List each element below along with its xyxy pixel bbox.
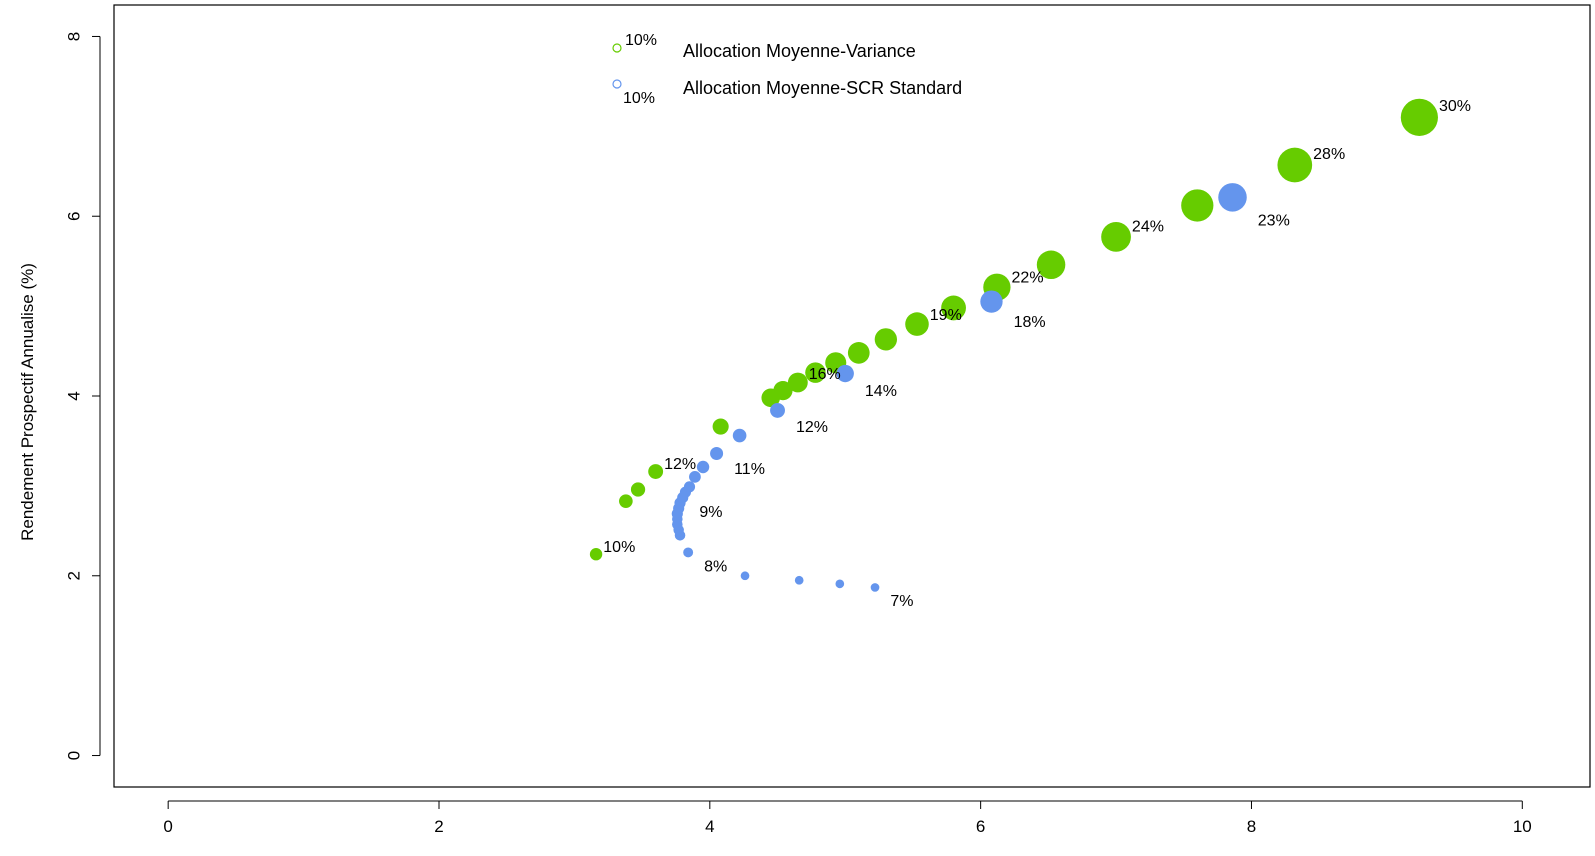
- scr-point-label: 12%: [796, 419, 828, 436]
- scr-point: [740, 571, 750, 581]
- variance-point: [787, 372, 808, 393]
- scr-point: [696, 460, 710, 474]
- scr-point: [689, 471, 701, 483]
- variance-point: [589, 547, 603, 561]
- legend: 10% Allocation Moyenne-Variance 10% Allo…: [612, 32, 962, 107]
- variance-point-label: 19%: [930, 307, 962, 324]
- variance-point: [847, 342, 870, 364]
- scr-point-label: 23%: [1258, 213, 1290, 230]
- legend-size-label-scr: 10%: [623, 90, 655, 107]
- plot-frame: [113, 4, 1591, 788]
- scr-point-label: 11%: [734, 461, 765, 478]
- scr-point: [980, 290, 1003, 313]
- variance-point-label: 10%: [603, 539, 635, 556]
- y-tick-label: 8: [65, 32, 84, 41]
- variance-point: [630, 482, 646, 497]
- scr-point-label: 14%: [865, 383, 897, 400]
- x-tick-label: 10: [1513, 817, 1532, 836]
- legend-size-label-variance: 10%: [625, 32, 657, 49]
- scr-point: [683, 547, 694, 558]
- scr-point: [836, 364, 854, 383]
- scr-point-label: 18%: [1014, 314, 1046, 331]
- variance-point: [1101, 222, 1131, 252]
- x-tick-label: 0: [163, 817, 172, 836]
- variance-point-label: 22%: [1012, 269, 1044, 286]
- x-tick-label: 2: [434, 817, 443, 836]
- legend-label-variance: Allocation Moyenne-Variance: [683, 41, 916, 61]
- y-tick-label: 6: [65, 211, 84, 220]
- y-axis-title: Rendement Prospectif Annualise (%): [18, 263, 37, 541]
- variance-point: [1181, 189, 1214, 222]
- variance-point: [805, 362, 826, 383]
- variance-point: [941, 295, 966, 321]
- scr-point: [870, 583, 880, 592]
- legend-symbol-variance: [612, 43, 622, 53]
- point-labels-layer: 10% 12% 16% 19% 22% 24% 28% 30% 7% 8% 9% 11% 12% 14% 1…: [603, 98, 1471, 610]
- variance-point: [1036, 250, 1066, 280]
- variance-point: [712, 418, 729, 435]
- legend-label-scr: Allocation Moyenne-SCR Standard: [683, 78, 962, 98]
- variance-point: [905, 312, 929, 336]
- variance-point: [1277, 147, 1313, 183]
- x-tick-label: 4: [705, 817, 714, 836]
- variance-point: [619, 494, 633, 508]
- variance-point: [648, 464, 664, 479]
- axes-layer: 0 2 4 6 8 10 0 2 4 6 8: [65, 32, 1532, 836]
- points-layer: [589, 98, 1438, 592]
- scr-point: [835, 579, 845, 589]
- scr-point: [683, 481, 696, 493]
- variance-point-label: 12%: [664, 456, 696, 473]
- scr-point-label: 7%: [890, 593, 913, 610]
- y-tick-label: 0: [65, 751, 84, 760]
- y-tick-label: 2: [65, 571, 84, 580]
- scr-point: [1218, 183, 1247, 212]
- variance-point-label: 24%: [1132, 219, 1164, 236]
- variance-point-label: 28%: [1313, 146, 1345, 163]
- x-tick-label: 8: [1247, 817, 1256, 836]
- scr-point: [770, 402, 785, 418]
- x-tick-label: 6: [976, 817, 985, 836]
- scr-point-label: 8%: [704, 558, 727, 575]
- scr-point: [794, 575, 804, 585]
- scr-point-label: 9%: [699, 504, 722, 521]
- variance-point: [874, 328, 898, 351]
- variance-point: [1400, 98, 1438, 136]
- y-tick-label: 4: [65, 391, 84, 400]
- scr-point: [732, 428, 747, 443]
- scr-point: [710, 447, 724, 461]
- legend-symbol-scr: [612, 79, 622, 89]
- variance-point: [773, 380, 793, 401]
- variance-point-label: 30%: [1439, 98, 1471, 115]
- variance-point-label: 16%: [809, 366, 841, 383]
